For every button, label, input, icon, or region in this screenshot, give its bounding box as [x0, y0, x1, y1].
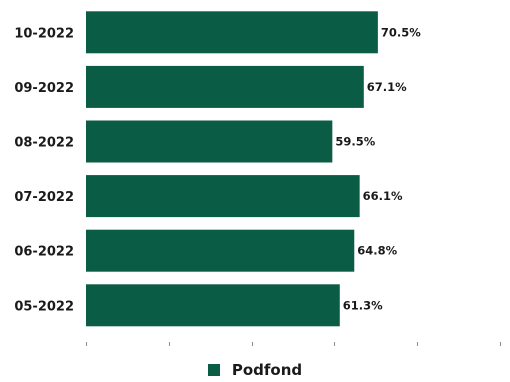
legend-swatch: [207, 364, 220, 376]
data-label: 67.1%: [367, 80, 407, 94]
bar: [86, 65, 364, 108]
bar: [86, 229, 355, 272]
category-label: 06-2022: [14, 245, 74, 260]
bar: [86, 120, 333, 163]
data-label: 64.8%: [357, 244, 397, 258]
category-label: 10-2022: [14, 26, 74, 41]
category-label: 07-2022: [14, 190, 74, 205]
category-label: 09-2022: [14, 81, 74, 96]
bar: [86, 175, 360, 218]
data-label: 70.5%: [381, 25, 421, 39]
bar: [86, 284, 340, 327]
data-label: 59.5%: [335, 135, 375, 149]
data-label: 61.3%: [343, 298, 383, 312]
legend-label: Podfond: [231, 361, 303, 379]
category-label: 08-2022: [14, 136, 74, 151]
legend: Podfond: [0, 358, 510, 382]
bar: [86, 11, 378, 54]
category-label: 05-2022: [14, 299, 74, 314]
data-label: 66.1%: [363, 189, 403, 203]
